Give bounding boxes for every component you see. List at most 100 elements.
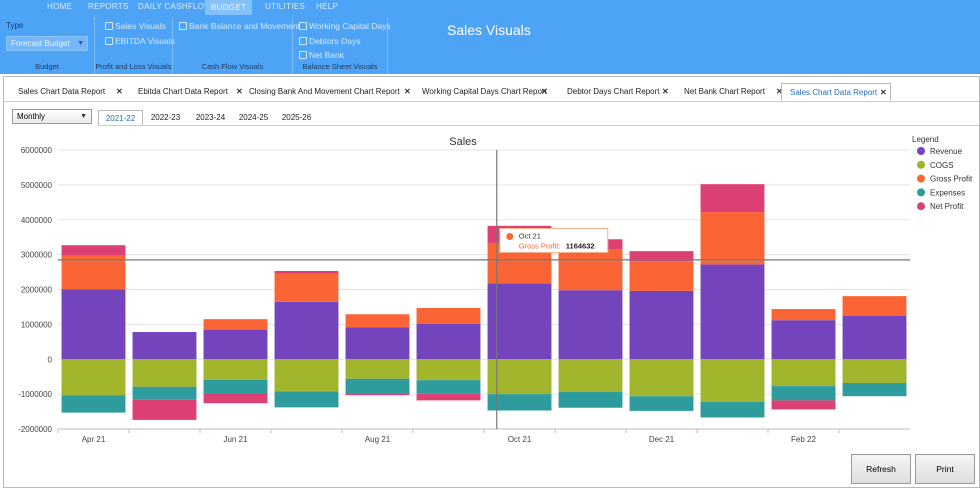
bar-revenue xyxy=(487,283,552,360)
close-icon[interactable]: ✕ xyxy=(662,87,669,96)
bar-net-profit xyxy=(203,393,268,404)
chevron-down-icon: ▼ xyxy=(80,113,87,120)
x-tick-label: Aug 21 xyxy=(365,435,391,444)
year-tab-2022-23[interactable]: 2022-23 xyxy=(150,113,181,122)
close-icon[interactable]: ✕ xyxy=(236,87,243,96)
refresh-button[interactable]: Refresh xyxy=(851,454,911,484)
doc-tab[interactable]: Net Bank Chart Report ✕ xyxy=(676,83,788,101)
doc-tab-label: Debtor Days Chart Report xyxy=(567,87,660,96)
legend-marker xyxy=(917,188,925,197)
x-tick-label: Oct 21 xyxy=(508,435,532,444)
year-tab-2024-25[interactable]: 2024-25 xyxy=(238,113,269,122)
debtors-days-button[interactable]: Debtors Days xyxy=(299,36,361,46)
bar-revenue xyxy=(629,290,694,360)
period-select[interactable]: Monthly ▼ xyxy=(12,109,92,124)
ribbon-tab-help[interactable]: HELP xyxy=(316,2,339,11)
bar-expenses xyxy=(700,401,765,418)
doc-tab[interactable]: Closing Bank And Movement Chart Report ✕ xyxy=(241,83,416,101)
wc-days-label: Working Capital Days xyxy=(309,21,391,31)
legend-marker xyxy=(917,160,925,169)
y-tick-label: -2000000 xyxy=(18,425,52,434)
ribbon-group-label: Budget xyxy=(35,62,59,71)
debtors-days-label: Debtors Days xyxy=(309,36,361,46)
bar-expenses xyxy=(203,379,268,394)
year-tab-2023-24[interactable]: 2023-24 xyxy=(195,113,226,122)
bar-gross-profit xyxy=(629,261,694,291)
ribbon-tab-daily-cashflow[interactable]: DAILY CASHFLOW xyxy=(138,2,213,11)
legend-marker xyxy=(917,147,925,155)
bar-net-profit xyxy=(416,393,481,401)
ribbon-tab-home[interactable]: HOME xyxy=(47,2,73,11)
legend-entry: COGS xyxy=(930,161,954,170)
period-value: Monthly xyxy=(17,112,46,121)
bar-expenses xyxy=(487,394,552,411)
bar-expenses xyxy=(842,382,907,397)
year-tab-2021-22[interactable]: 2021-22 xyxy=(98,110,143,126)
bar-expenses xyxy=(629,396,694,411)
y-tick-label: 2000000 xyxy=(21,286,53,295)
close-icon[interactable]: ✕ xyxy=(776,87,783,96)
ribbon-tab-budget[interactable]: BUDGET xyxy=(205,0,253,15)
bar-cogs xyxy=(345,359,410,379)
close-icon[interactable]: ✕ xyxy=(116,87,123,96)
budget-type-select[interactable]: Forecast Budget ▼ xyxy=(6,36,88,51)
sales-visuals-button[interactable]: Sales Visuals xyxy=(105,21,166,31)
legend-entry: Net Profit xyxy=(930,202,964,211)
close-icon[interactable]: ✕ xyxy=(541,87,548,96)
bar-cogs xyxy=(416,359,481,381)
close-icon[interactable]: ✕ xyxy=(880,88,887,97)
print-button[interactable]: Print xyxy=(915,454,975,484)
bar-expenses xyxy=(61,395,126,413)
ribbon-tab-reports[interactable]: REPORTS xyxy=(88,2,129,11)
bar-expenses xyxy=(771,386,836,401)
ribbon-group-bs: Balance Sheet Visuals xyxy=(293,17,388,74)
doc-tab[interactable]: Sales Chart Data Report ✕ xyxy=(10,83,128,101)
bar-cogs xyxy=(629,359,694,397)
ribbon-group-pl: Profit and Loss Visuals xyxy=(95,17,173,74)
doc-tab[interactable]: Ebitda Chart Data Report ✕ xyxy=(130,83,248,101)
bar-net-profit xyxy=(345,393,410,396)
divider xyxy=(98,125,979,126)
ribbon-group-cf: Cash Flow Visuals xyxy=(173,17,293,74)
doc-tab-label: Closing Bank And Movement Chart Report xyxy=(249,87,400,96)
ebitda-visuals-button[interactable]: EBITDA Visuals xyxy=(105,36,175,46)
wc-days-button[interactable]: Working Capital Days xyxy=(299,21,391,31)
ribbon-group-budget: Budget xyxy=(0,17,95,74)
bar-cogs xyxy=(700,359,765,402)
close-icon[interactable]: ✕ xyxy=(404,87,411,96)
bar-net-profit xyxy=(629,251,694,262)
ribbon-tab-utilities[interactable]: UTILITIES xyxy=(265,2,306,11)
doc-tab[interactable]: Debtor Days Chart Report ✕ xyxy=(559,83,674,101)
bar-gross-profit xyxy=(842,296,907,317)
bar-revenue xyxy=(700,264,765,360)
bar-revenue xyxy=(558,290,623,360)
x-tick-label: Jun 21 xyxy=(223,435,248,444)
doc-tab-label: Sales Chart Data Report xyxy=(18,87,106,96)
tooltip-label: Gross Profit: xyxy=(519,241,561,250)
bar-revenue xyxy=(416,323,481,360)
ribbon: HOME REPORTS DAILY CASHFLOW BUDGET UTILITIES… xyxy=(0,0,980,74)
sales-chart[interactable]: Sales 6000000 5000000 4000000 3000000 2000000… xyxy=(4,127,979,453)
bank-balance-label: Bank Balance and Movement xyxy=(189,21,301,31)
chevron-down-icon: ▼ xyxy=(77,40,84,47)
doc-tab-label: Ebitda Chart Data Report xyxy=(138,87,228,96)
doc-tab[interactable]: Sales Chart Data Report ✕ xyxy=(781,83,891,101)
bar-expenses xyxy=(132,386,197,400)
doc-tab[interactable]: Working Capital Days Chart Report ✕ xyxy=(414,83,553,101)
ribbon-group-label: Balance Sheet Visuals xyxy=(302,62,378,71)
bank-balance-button[interactable]: Bank Balance and Movement xyxy=(179,21,300,31)
bar-revenue xyxy=(274,301,339,360)
y-tick-label: 5000000 xyxy=(21,181,53,190)
net-bank-button[interactable]: Net Bank xyxy=(299,50,344,60)
chart-icon xyxy=(299,37,307,45)
legend-entry: Expenses xyxy=(930,188,965,197)
y-tick-label: 1000000 xyxy=(21,320,53,329)
ribbon-group-label: Cash Flow Visuals xyxy=(201,62,264,71)
doc-tab-label: Net Bank Chart Report xyxy=(684,87,765,96)
year-tab-2025-26[interactable]: 2025-26 xyxy=(281,113,312,122)
bar-cogs xyxy=(132,359,197,387)
tooltip-marker xyxy=(506,232,514,240)
bar-cogs xyxy=(487,359,552,395)
ribbon-tab-strip: HOME REPORTS DAILY CASHFLOW BUDGET UTILITIES… xyxy=(0,0,980,15)
bar-cogs xyxy=(842,359,907,383)
